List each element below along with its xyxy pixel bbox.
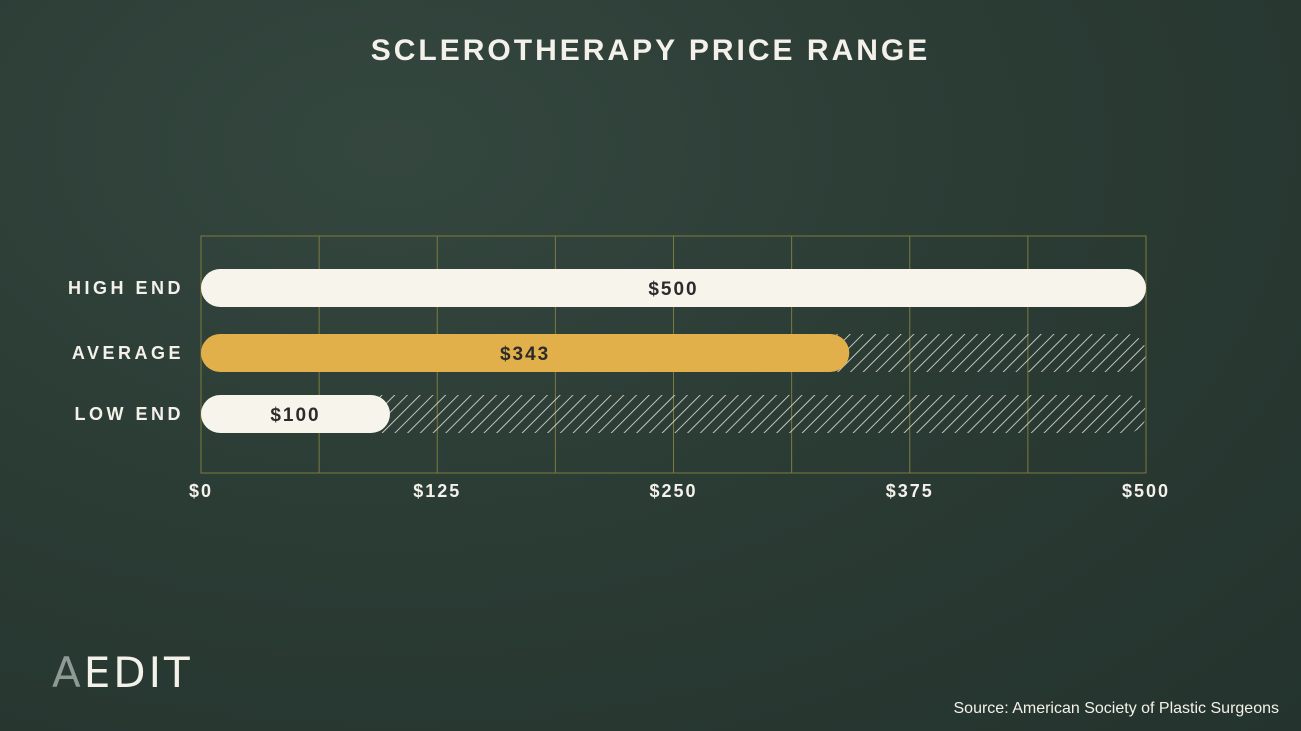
brand-logo: AEDIT: [52, 648, 193, 697]
bar-remainder: [201, 395, 1146, 433]
x-tick-label: $125: [413, 481, 461, 501]
source-note: Source: American Society of Plastic Surg…: [953, 700, 1280, 717]
category-label: HIGH END: [68, 278, 184, 298]
x-tick-label: $500: [1122, 481, 1170, 501]
category-label: LOW END: [75, 404, 185, 424]
chart-title: SCLEROTHERAPY PRICE RANGE: [370, 34, 931, 67]
bar: [201, 395, 390, 433]
bar: [201, 334, 850, 372]
bar: [201, 269, 1146, 307]
bar-value-label: $100: [270, 405, 320, 426]
bar-value-label: $343: [500, 344, 550, 365]
x-tick-label: $375: [886, 481, 934, 501]
x-tick-label: $0: [189, 481, 213, 501]
x-tick-label: $250: [649, 481, 697, 501]
category-label: AVERAGE: [72, 343, 184, 363]
chart-labels: $0 $125 $250 $375 $500 $500 HIGH END $343 AVERAG…: [68, 278, 1170, 501]
chart-bars: [201, 269, 1146, 433]
bar-value-label: $500: [648, 279, 698, 300]
